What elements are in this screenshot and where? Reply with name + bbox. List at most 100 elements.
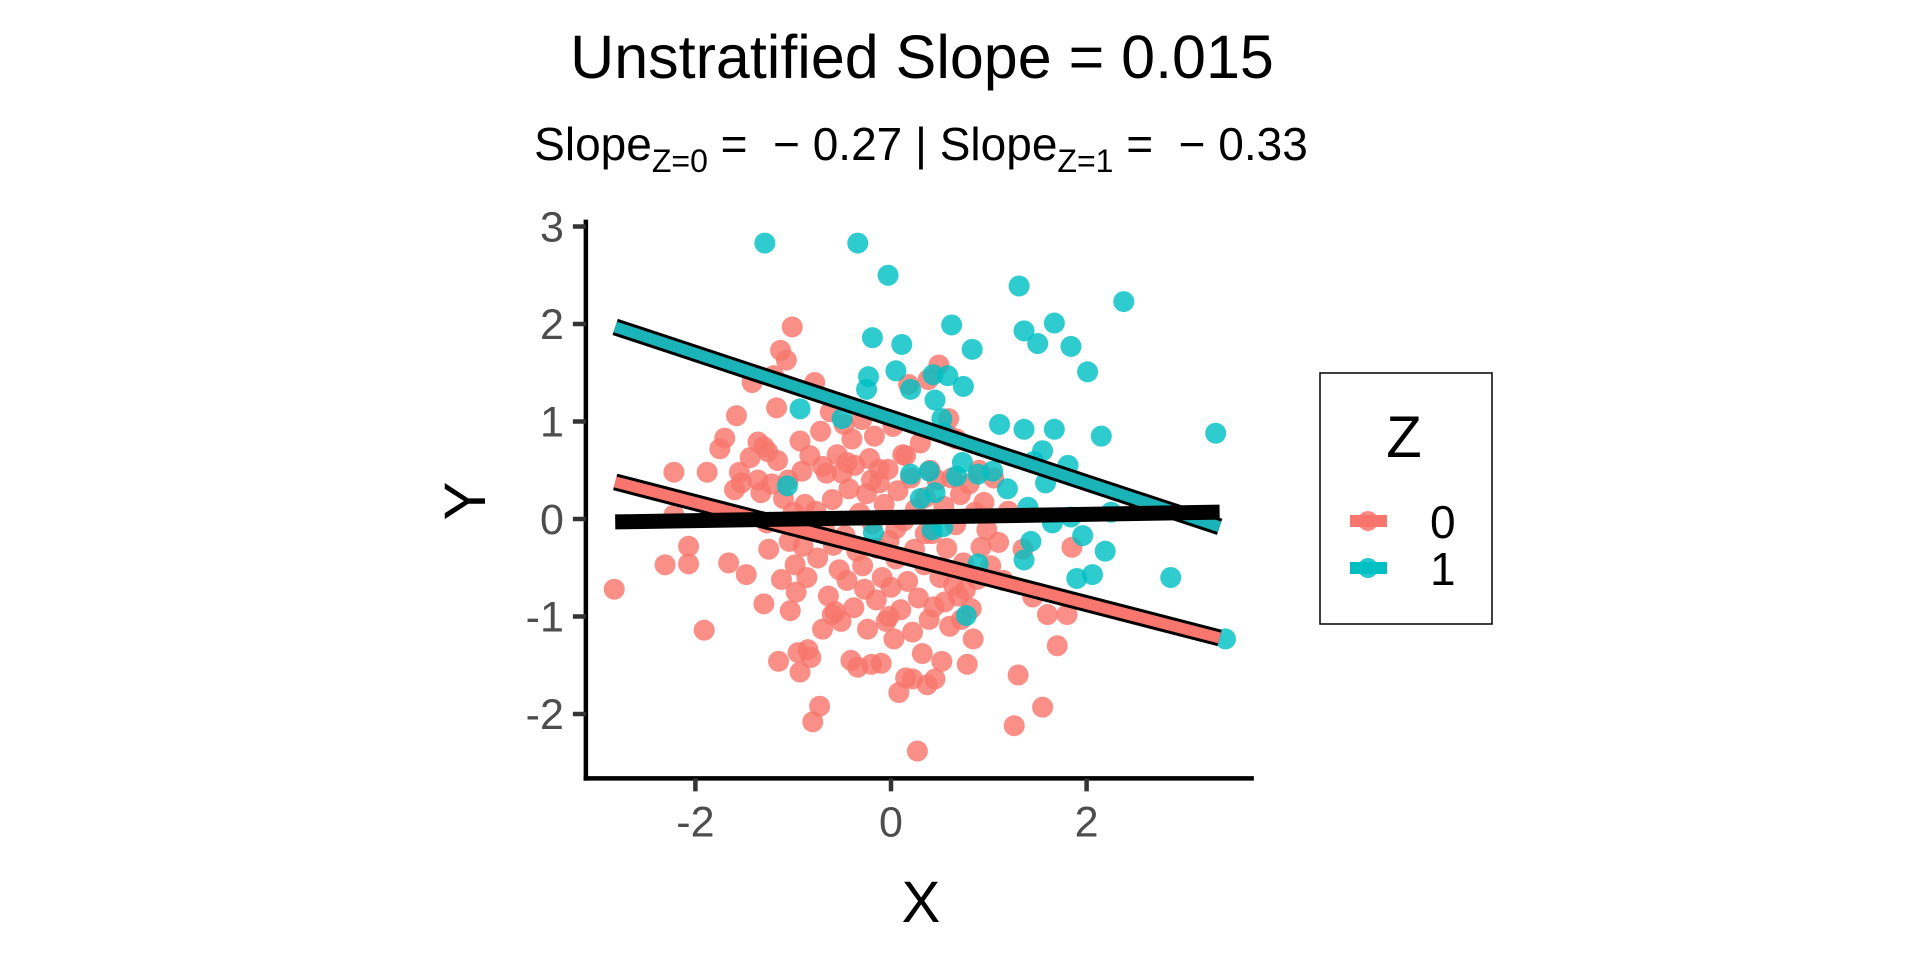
data-point <box>870 652 892 674</box>
data-point <box>988 531 1010 553</box>
data-point <box>900 378 922 400</box>
axes: -2 0 2 -2 -1 0 1 2 3 <box>526 204 1254 846</box>
data-point <box>678 553 700 575</box>
data-point <box>781 316 803 338</box>
data-point <box>861 327 883 349</box>
legend-label-1: 1 <box>1430 543 1456 595</box>
data-point <box>768 650 790 672</box>
x-tick-label: 2 <box>1075 798 1099 846</box>
y-ticks: -2 -1 0 1 2 3 <box>526 204 586 739</box>
data-point <box>753 593 775 615</box>
data-point <box>996 478 1018 500</box>
data-point <box>924 389 946 411</box>
data-point <box>909 488 931 510</box>
legend: Z 0 1 <box>1319 372 1493 625</box>
data-point <box>1160 567 1182 588</box>
data-point <box>962 628 984 650</box>
data-point <box>1032 696 1054 718</box>
chart-title: Unstratified Slope = 0.015 <box>570 23 1274 91</box>
data-point <box>789 661 811 683</box>
data-point <box>663 461 685 483</box>
data-point <box>902 668 924 690</box>
data-point <box>785 581 807 603</box>
data-point <box>836 569 858 591</box>
y-tick-label: 1 <box>540 399 564 447</box>
data-point <box>718 552 740 574</box>
data-point <box>654 554 676 576</box>
data-point <box>857 618 879 640</box>
x-tick-label: 0 <box>879 798 903 846</box>
y-tick-label: 0 <box>540 496 564 544</box>
data-point <box>897 570 919 592</box>
subtitle-z0-subscript: Z=0 <box>652 143 708 179</box>
data-point <box>1046 635 1068 657</box>
data-point <box>982 460 1004 482</box>
legend-item-0: 0 <box>1350 496 1456 548</box>
data-point <box>758 538 780 560</box>
data-point <box>887 480 909 502</box>
data-point <box>1077 361 1099 383</box>
data-point <box>1013 320 1035 342</box>
data-point <box>956 653 978 675</box>
data-point <box>836 451 858 473</box>
y-tick-label: 2 <box>540 301 564 349</box>
data-point <box>1013 549 1035 571</box>
data-point <box>1007 664 1029 686</box>
fit-line-unstratified <box>615 504 1220 530</box>
data-point <box>880 576 902 598</box>
data-point <box>961 338 983 360</box>
x-tick-label: -2 <box>676 798 714 846</box>
data-point <box>812 455 834 477</box>
y-tick-label: 3 <box>540 204 564 252</box>
data-point <box>973 491 995 513</box>
data-point <box>1027 333 1049 354</box>
fit-lines-layer <box>612 318 1223 647</box>
data-point <box>776 475 798 497</box>
data-point <box>1020 530 1042 552</box>
data-point <box>1013 418 1035 440</box>
legend-title: Z <box>1386 405 1421 470</box>
data-point <box>924 668 946 690</box>
data-point <box>847 232 869 254</box>
data-point <box>757 441 779 463</box>
x-ticks: -2 0 2 <box>676 778 1099 846</box>
data-point <box>891 333 913 355</box>
chart-subtitle: SlopeZ=0 = − 0.27 | SlopeZ=1 = − 0.33 <box>534 118 1308 179</box>
data-point <box>766 397 788 419</box>
data-point <box>800 646 822 668</box>
data-point <box>918 460 940 482</box>
y-axis-title: Y <box>433 482 498 521</box>
data-point <box>747 469 769 491</box>
legend-item-1: 1 <box>1350 543 1456 595</box>
data-point <box>603 578 625 600</box>
legend-key-point-0 <box>1358 511 1378 531</box>
data-point <box>770 568 792 590</box>
data-point <box>678 535 700 557</box>
data-point <box>1008 275 1030 297</box>
legend-box <box>1319 372 1493 625</box>
data-point <box>1003 715 1025 737</box>
data-point <box>1043 312 1065 334</box>
data-point <box>862 522 884 544</box>
data-point <box>792 535 814 557</box>
data-point <box>907 587 929 609</box>
data-point <box>878 606 900 627</box>
data-point <box>796 567 818 588</box>
data-point <box>693 619 715 641</box>
data-point <box>775 349 797 371</box>
data-point <box>841 428 863 450</box>
data-point <box>810 420 832 442</box>
data-point <box>989 413 1011 435</box>
subtitle-z1-subscript: Z=1 <box>1057 143 1113 179</box>
data-point <box>900 463 922 485</box>
data-point <box>714 427 736 449</box>
x-axis-title: X <box>902 870 941 935</box>
data-point <box>946 465 968 487</box>
data-point <box>696 461 718 483</box>
data-point <box>807 547 829 569</box>
y-tick-label: -2 <box>526 691 564 739</box>
legend-label-0: 0 <box>1430 496 1456 548</box>
data-point <box>955 605 977 627</box>
subtitle-z0-value: = − 0.27 | <box>708 118 940 170</box>
